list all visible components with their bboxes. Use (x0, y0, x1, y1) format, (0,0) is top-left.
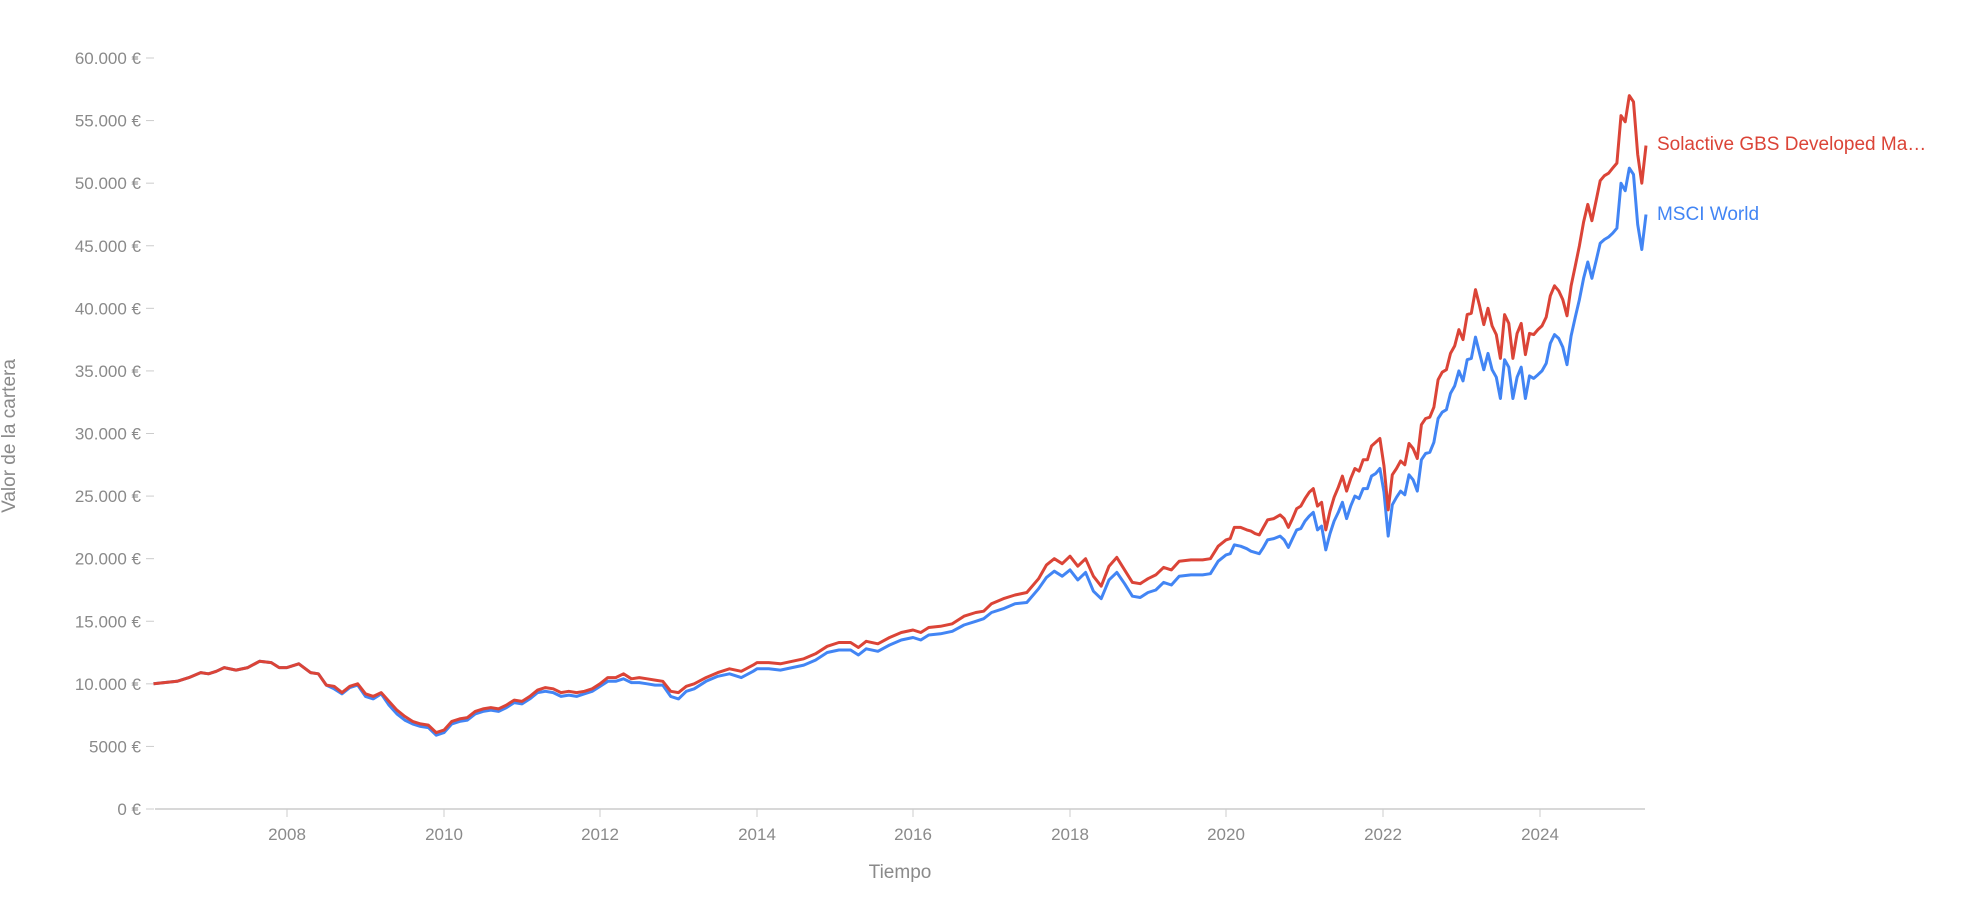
x-tick-label: 2020 (1207, 825, 1245, 844)
x-tick-label: 2024 (1521, 825, 1559, 844)
series-line-msci-world (153, 166, 1648, 737)
y-tick-label: 5000 € (89, 737, 142, 756)
x-tick-label: 2012 (581, 825, 619, 844)
y-tick-label: 15.000 € (75, 612, 142, 631)
x-tick-label: 2022 (1364, 825, 1402, 844)
y-tick-label: 0 € (117, 800, 141, 819)
x-tick-label: 2010 (425, 825, 463, 844)
x-tick-label: 2014 (738, 825, 776, 844)
series-lines (153, 94, 1648, 737)
x-axis-title: Tiempo (869, 862, 932, 883)
y-axis-title: Valor de la cartera (0, 359, 20, 513)
y-axis: 0 € 5000 € 10.000 € 15.000 € 20.000 € 25.000 … (75, 49, 154, 819)
series-line-solactive (153, 94, 1648, 735)
y-tick-label: 10.000 € (75, 675, 142, 694)
y-tick-label: 50.000 € (75, 174, 142, 193)
y-tick-label: 55.000 € (75, 112, 142, 131)
series-labels: Solactive GBS Developed Ma… MSCI World (1657, 134, 1926, 225)
series-label-msci-world: MSCI World (1657, 204, 1759, 225)
y-tick-label: 25.000 € (75, 487, 142, 506)
x-axis: 2008 2010 2012 2014 2016 2018 2020 2022 2024 (155, 808, 1645, 844)
series-label-solactive: Solactive GBS Developed Ma… (1657, 134, 1926, 155)
x-tick-label: 2008 (268, 825, 306, 844)
y-tick-label: 35.000 € (75, 362, 142, 381)
y-tick-label: 20.000 € (75, 550, 142, 569)
y-tick-label: 60.000 € (75, 49, 142, 68)
x-tick-label: 2016 (894, 825, 932, 844)
y-tick-label: 45.000 € (75, 237, 142, 256)
y-tick-label: 40.000 € (75, 299, 142, 318)
x-tick-label: 2018 (1051, 825, 1089, 844)
y-tick-label: 30.000 € (75, 425, 142, 444)
